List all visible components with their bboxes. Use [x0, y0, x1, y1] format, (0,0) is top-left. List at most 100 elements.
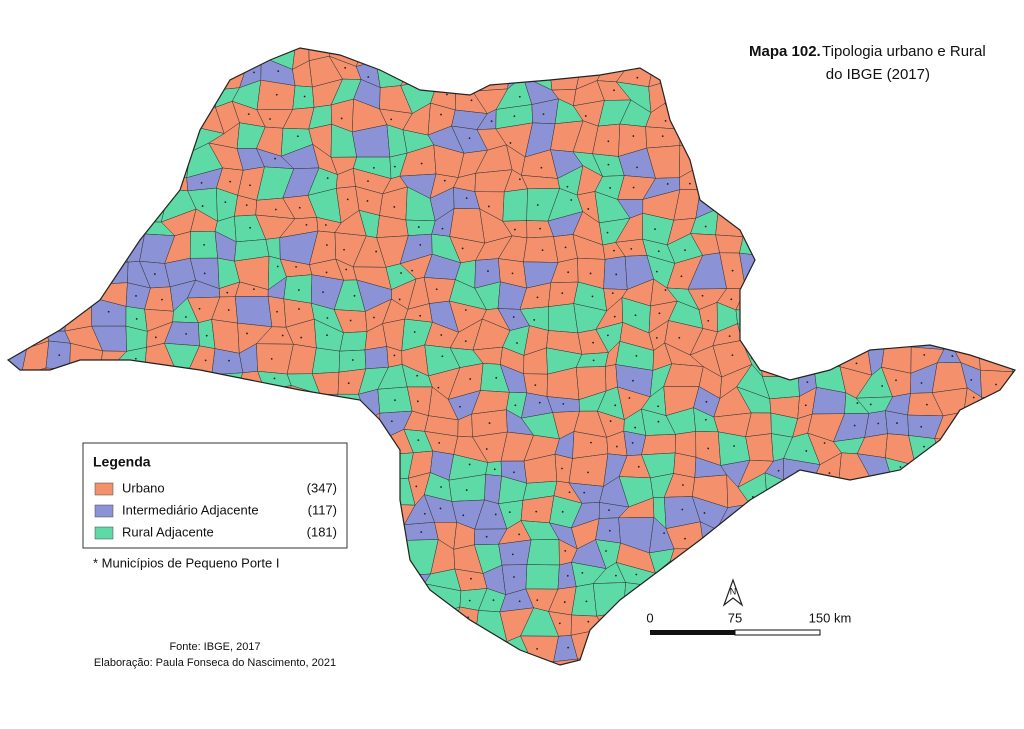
municipality-seat [348, 491, 350, 493]
municipality-area [143, 144, 163, 179]
municipality-area [5, 60, 23, 86]
municipality-area [359, 584, 391, 620]
municipality-seat [665, 289, 667, 291]
municipality-seat [1000, 297, 1002, 299]
municipality-seat [225, 578, 227, 580]
municipality-area [0, 210, 29, 237]
municipality-area [744, 692, 771, 724]
municipality-seat [36, 581, 38, 583]
municipality-seat [128, 119, 130, 121]
municipality-seat [149, 682, 151, 684]
municipality-seat [59, 317, 61, 319]
municipality-area [976, 503, 1014, 530]
municipality-seat [608, 164, 610, 166]
municipality-seat [950, 70, 952, 72]
municipality-seat [519, 178, 521, 180]
municipality-seat [152, 422, 154, 424]
municipality-seat [665, 67, 667, 69]
municipality-area [20, 174, 55, 194]
municipality-area [25, 387, 50, 421]
municipality-seat [1019, 577, 1021, 579]
municipality-seat [829, 540, 831, 542]
municipality-area [981, 189, 1015, 221]
municipality-seat [86, 121, 88, 123]
municipality-seat [348, 714, 350, 716]
municipality-seat [831, 116, 833, 118]
municipality-seat [856, 139, 858, 141]
municipality-seat [996, 687, 998, 689]
municipality-area [43, 505, 68, 527]
municipality-seat [898, 485, 900, 487]
municipality-area [744, 587, 772, 616]
municipality-area [812, 672, 842, 696]
municipality-seat [57, 446, 59, 448]
municipality-seat [850, 285, 852, 287]
municipality-seat [155, 336, 157, 338]
municipality-seat [466, 489, 468, 491]
municipality-area [146, 56, 174, 89]
municipality-seat [975, 450, 977, 452]
municipality-seat [564, 601, 566, 603]
municipality-area [118, 194, 142, 222]
municipality-area [259, 584, 292, 616]
municipality-area [450, 55, 486, 92]
municipality-area [982, 124, 1006, 157]
municipality-seat [562, 511, 564, 513]
municipality-seat [901, 316, 903, 318]
municipality-seat [326, 317, 328, 319]
municipality-seat [632, 442, 634, 444]
municipality-area [890, 499, 908, 523]
municipality-area [284, 584, 318, 616]
municipality-area [770, 567, 794, 594]
municipality-area [453, 628, 479, 660]
municipality-area [808, 322, 841, 352]
municipality-area [73, 384, 101, 415]
municipality-seat [13, 429, 15, 431]
municipality-area [406, 614, 434, 637]
municipality-seat [326, 401, 328, 403]
municipality-seat [183, 90, 185, 92]
municipality-seat [636, 166, 638, 168]
municipality-seat [656, 337, 658, 339]
municipality-seat [824, 442, 826, 444]
municipality-seat [570, 199, 572, 201]
municipality-seat [684, 538, 686, 540]
municipality-area [310, 695, 340, 724]
municipality-seat [636, 77, 638, 79]
municipality-seat [465, 340, 467, 342]
municipality-seat [608, 509, 610, 511]
municipality-seat [542, 47, 544, 49]
municipality-seat [872, 664, 874, 666]
municipality-seat [11, 138, 13, 140]
municipality-area [981, 173, 1016, 199]
municipality-area [858, 655, 888, 679]
municipality-seat [111, 205, 113, 207]
municipality-area [328, 628, 366, 659]
municipality-area [118, 173, 152, 201]
municipality-seat [996, 51, 998, 53]
municipality-area [812, 481, 844, 505]
municipality-seat [706, 708, 708, 710]
credit: Elaboração: Paula Fonseca do Nascimento,… [94, 657, 336, 669]
municipality-area [883, 257, 908, 289]
municipality-seat [271, 358, 273, 360]
municipality-area [30, 609, 50, 638]
municipality-area [89, 591, 126, 618]
municipality-area [408, 679, 434, 702]
municipality-area [624, 652, 656, 681]
municipality-area [500, 35, 537, 61]
municipality-seat [269, 118, 271, 120]
municipality-area [66, 131, 103, 150]
municipality-area [8, 129, 18, 152]
municipality-seat [947, 491, 949, 493]
municipality-seat [920, 426, 922, 428]
municipality-area [433, 653, 456, 682]
municipality-area [332, 549, 358, 569]
municipality-seat [204, 273, 206, 275]
municipality-area [598, 42, 626, 69]
municipality-area [977, 694, 1009, 721]
municipality-area [363, 502, 381, 526]
municipality-seat [1019, 157, 1021, 159]
municipality-seat [325, 623, 327, 625]
municipality-area [0, 694, 31, 724]
